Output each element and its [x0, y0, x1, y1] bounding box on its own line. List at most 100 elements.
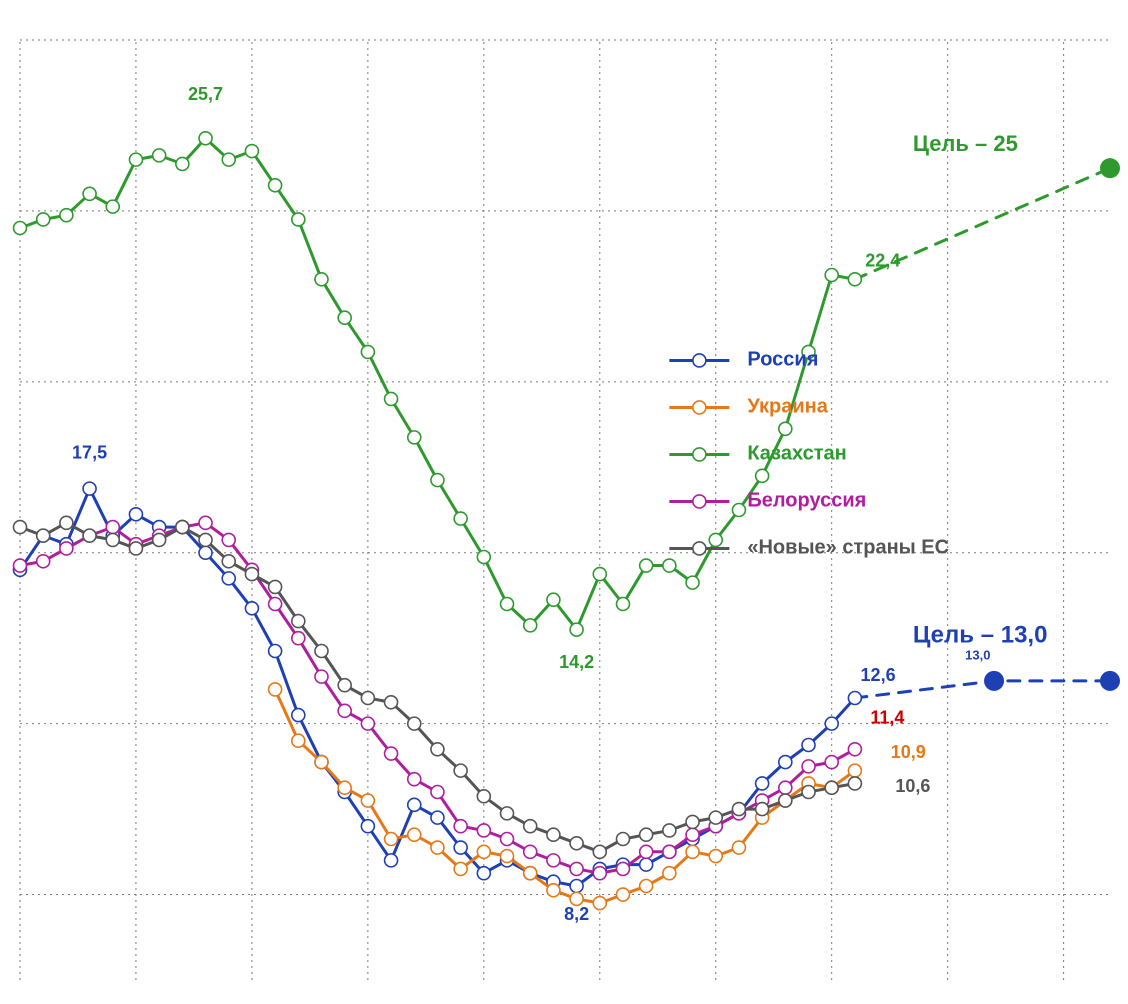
- marker-kazakhstan: [756, 469, 769, 482]
- annotation: 14,2: [559, 652, 594, 672]
- marker-russia: [129, 508, 142, 521]
- marker-ukraine: [338, 781, 351, 794]
- marker-ukraine: [477, 845, 490, 858]
- marker-ukraine: [524, 867, 537, 880]
- marker-eu_new: [593, 845, 606, 858]
- marker-eu_new: [14, 521, 27, 534]
- marker-russia: [199, 546, 212, 559]
- marker-eu_new: [570, 837, 583, 850]
- marker-belarus: [385, 747, 398, 760]
- marker-eu_new: [477, 790, 490, 803]
- marker-russia: [825, 717, 838, 730]
- marker-eu_new: [37, 529, 50, 542]
- marker-russia: [83, 482, 96, 495]
- legend-label-ukraine: Украина: [747, 396, 828, 418]
- marker-kazakhstan: [176, 157, 189, 170]
- marker-eu_new: [779, 794, 792, 807]
- goal-label-russia: Цель – 13,0: [913, 621, 1048, 648]
- marker-ukraine: [269, 683, 282, 696]
- annotation: 22,4: [865, 250, 900, 270]
- annotation: 11,4: [870, 708, 904, 728]
- legend-label-belarus: Белоруссия: [747, 490, 866, 512]
- marker-belarus: [222, 533, 235, 546]
- marker-kazakhstan: [153, 149, 166, 162]
- marker-belarus: [593, 867, 606, 880]
- legend-label-russia: Россия: [747, 349, 818, 371]
- legend-swatch-marker: [693, 542, 706, 555]
- marker-ukraine: [361, 794, 374, 807]
- marker-eu_new: [454, 764, 467, 777]
- marker-eu_new: [501, 807, 514, 820]
- marker-eu_new: [361, 692, 374, 705]
- marker-eu_new: [802, 786, 815, 799]
- marker-kazakhstan: [477, 551, 490, 564]
- marker-kazakhstan: [106, 200, 119, 213]
- annotation: 17,5: [72, 443, 107, 463]
- marker-belarus: [14, 559, 27, 572]
- goal-label-kazakhstan: Цель – 25: [913, 131, 1018, 156]
- legend-swatch-marker: [693, 495, 706, 508]
- marker-belarus: [848, 743, 861, 756]
- marker-eu_new: [83, 529, 96, 542]
- annotation: 12,6: [861, 665, 896, 685]
- marker-belarus: [60, 542, 73, 555]
- marker-kazakhstan: [825, 269, 838, 282]
- marker-kazakhstan: [454, 512, 467, 525]
- birthrate-line-chart: Цель – 13,0Цель – 25РоссияУкраинаКазахст…: [0, 0, 1128, 1004]
- marker-kazakhstan: [292, 213, 305, 226]
- marker-kazakhstan: [570, 623, 583, 636]
- marker-belarus: [269, 598, 282, 611]
- goal-marker-end-russia: [1100, 671, 1120, 691]
- marker-ukraine: [547, 884, 560, 897]
- marker-eu_new: [385, 696, 398, 709]
- marker-kazakhstan: [663, 559, 676, 572]
- legend-swatch-marker: [693, 448, 706, 461]
- marker-kazakhstan: [431, 474, 444, 487]
- marker-ukraine: [292, 734, 305, 747]
- marker-russia: [222, 572, 235, 585]
- marker-eu_new: [825, 781, 838, 794]
- annotation: 13,0: [965, 648, 990, 663]
- marker-kazakhstan: [269, 179, 282, 192]
- marker-belarus: [802, 760, 815, 773]
- marker-eu_new: [315, 645, 328, 658]
- marker-eu_new: [686, 815, 699, 828]
- marker-eu_new: [431, 743, 444, 756]
- marker-russia: [292, 709, 305, 722]
- marker-ukraine: [431, 841, 444, 854]
- marker-kazakhstan: [129, 153, 142, 166]
- marker-ukraine: [616, 888, 629, 901]
- legend-swatch-marker: [693, 401, 706, 414]
- marker-russia: [640, 858, 653, 871]
- marker-belarus: [106, 521, 119, 534]
- marker-ukraine: [408, 828, 421, 841]
- marker-russia: [848, 692, 861, 705]
- marker-belarus: [37, 555, 50, 568]
- marker-eu_new: [60, 516, 73, 529]
- marker-russia: [802, 739, 815, 752]
- legend-swatch-marker: [693, 354, 706, 367]
- marker-eu_new: [153, 533, 166, 546]
- annotation: 8,2: [564, 904, 589, 924]
- marker-kazakhstan: [385, 392, 398, 405]
- marker-eu_new: [338, 679, 351, 692]
- marker-kazakhstan: [640, 559, 653, 572]
- marker-ukraine: [848, 764, 861, 777]
- marker-belarus: [431, 786, 444, 799]
- marker-belarus: [292, 632, 305, 645]
- marker-belarus: [663, 845, 676, 858]
- marker-eu_new: [245, 568, 258, 581]
- marker-belarus: [361, 717, 374, 730]
- marker-eu_new: [640, 828, 653, 841]
- marker-kazakhstan: [501, 598, 514, 611]
- marker-russia: [385, 854, 398, 867]
- marker-kazakhstan: [83, 187, 96, 200]
- chart-svg: Цель – 13,0Цель – 25РоссияУкраинаКазахст…: [0, 0, 1128, 1004]
- marker-kazakhstan: [616, 598, 629, 611]
- marker-kazakhstan: [709, 533, 722, 546]
- marker-belarus: [477, 824, 490, 837]
- marker-kazakhstan: [848, 273, 861, 286]
- marker-russia: [245, 602, 258, 615]
- marker-ukraine: [385, 833, 398, 846]
- marker-ukraine: [315, 756, 328, 769]
